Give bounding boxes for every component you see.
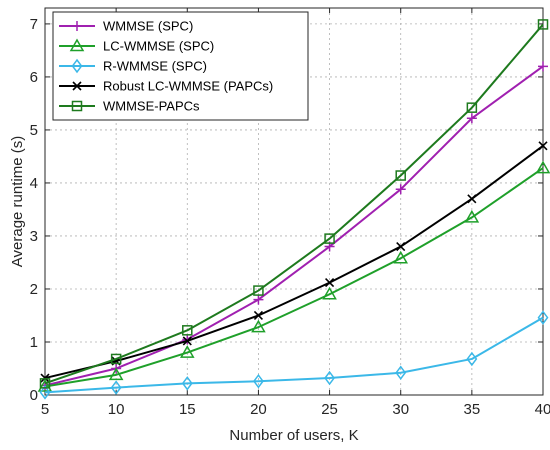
legend-entry: Robust LC-WMMSE (PAPCs) (59, 79, 273, 94)
plot-frame (44, 7, 544, 396)
data-point-wmmse-papcs (39, 378, 51, 389)
y-tick-label: 2 (30, 281, 38, 298)
data-point-lc-wmmse-spc (108, 367, 124, 381)
data-point-robust-lc-wmmse-papcs (396, 241, 406, 252)
data-point-wmmse-spc (466, 113, 477, 124)
y-tick-label: 4 (30, 175, 38, 192)
data-point-robust-lc-wmmse-papcs (467, 194, 477, 204)
x-tick-label: 5 (41, 401, 49, 418)
y-tick-label: 7 (30, 16, 38, 33)
data-point-lc-wmmse-spc (464, 209, 480, 223)
x-axis-label: Number of users, K (229, 427, 358, 444)
data-point-wmmse-spc (395, 184, 406, 195)
data-point-wmmse-papcs (110, 353, 122, 365)
x-tick-label: 15 (179, 401, 196, 418)
series (37, 19, 550, 400)
series-wmmse-papcs (39, 19, 549, 389)
legend-label: WMMSE-PAPCs (103, 99, 200, 114)
data-point-r-wmmse-spc (252, 373, 264, 389)
data-point-wmmse-spc (538, 61, 548, 72)
data-point-wmmse-papcs (324, 233, 335, 244)
data-point-robust-lc-wmmse-papcs (182, 336, 192, 346)
series-line-r-wmmse-spc (44, 316, 544, 394)
data-point-r-wmmse-spc (537, 310, 549, 325)
y-tick-label: 1 (30, 334, 38, 351)
data-point-r-wmmse-spc (466, 351, 478, 367)
series-wmmse-spc (40, 61, 548, 391)
x-tick-label: 10 (108, 401, 125, 418)
ticks: 5 10 15 20 25 30 35 40 0 1 2 3 4 5 6 7 (30, 8, 550, 418)
series-line-robust-lc-wmmse-papcs (44, 145, 544, 380)
y-axis-label: Average runtime (s) (9, 136, 26, 267)
data-point-lc-wmmse-spc (393, 250, 409, 264)
series-line-wmmse-spc (44, 65, 544, 387)
data-point-robust-lc-wmmse-papcs (538, 141, 548, 151)
data-point-wmmse-papcs (466, 102, 478, 113)
data-point-robust-lc-wmmse-papcs (253, 310, 263, 321)
x-tick-label: 25 (321, 401, 338, 418)
axes (44, 7, 544, 396)
series-line-wmmse-papcs (44, 23, 544, 385)
series-line-lc-wmmse-spc (44, 167, 544, 388)
data-point-r-wmmse-spc (324, 370, 336, 386)
legend-entry: WMMSE (SPC) (59, 19, 193, 34)
x-tick-label: 30 (392, 401, 409, 418)
x-tick-label: 40 (535, 401, 550, 418)
data-point-lc-wmmse-spc (322, 286, 337, 300)
legend-swatch-marker (72, 81, 82, 91)
data-point-lc-wmmse-spc (535, 160, 550, 174)
data-point-lc-wmmse-spc (179, 345, 195, 358)
y-tick-label: 0 (30, 387, 38, 404)
legend-label: LC-WMMSE (SPC) (103, 39, 214, 54)
y-tick-label: 6 (30, 69, 38, 86)
data-point-wmmse-papcs (395, 170, 406, 181)
legend-swatch-marker (71, 58, 83, 74)
legend-entry: R-WMMSE (SPC) (59, 59, 207, 74)
data-point-lc-wmmse-spc (251, 319, 266, 333)
y-tick-label: 3 (30, 228, 38, 245)
y-tick-label: 5 (30, 122, 38, 139)
series-lc-wmmse-spc (37, 160, 550, 392)
legend-label: Robust LC-WMMSE (PAPCs) (103, 79, 273, 94)
legend-swatch-marker (72, 21, 82, 31)
data-point-r-wmmse-spc (181, 376, 193, 391)
series-r-wmmse-spc (39, 310, 549, 400)
legend-entry: LC-WMMSE (SPC) (59, 38, 214, 54)
data-point-wmmse-spc (253, 294, 264, 305)
legend: WMMSE (SPC) LC-WMMSE (SPC) R-WMMSE (SPC) Ro… (52, 11, 309, 121)
legend-swatch-marker (69, 38, 85, 52)
data-point-robust-lc-wmmse-papcs (40, 373, 50, 383)
legend-entry: WMMSE-PAPCs (59, 99, 200, 114)
data-point-r-wmmse-spc (110, 380, 122, 395)
data-point-wmmse-papcs (253, 285, 264, 296)
data-point-wmmse-papcs (182, 325, 193, 336)
series-robust-lc-wmmse-papcs (40, 141, 548, 383)
legend-swatch-marker (71, 100, 83, 112)
legend-label: WMMSE (SPC) (103, 19, 193, 34)
data-point-r-wmmse-spc (39, 385, 51, 400)
data-point-r-wmmse-spc (395, 365, 407, 380)
data-point-lc-wmmse-spc (37, 379, 53, 392)
data-point-wmmse-papcs (537, 19, 549, 30)
x-tick-label: 35 (464, 401, 481, 418)
data-point-robust-lc-wmmse-papcs (325, 278, 335, 288)
x-tick-label: 20 (250, 401, 267, 418)
legend-label: R-WMMSE (SPC) (103, 59, 207, 74)
legend-box (52, 11, 309, 121)
